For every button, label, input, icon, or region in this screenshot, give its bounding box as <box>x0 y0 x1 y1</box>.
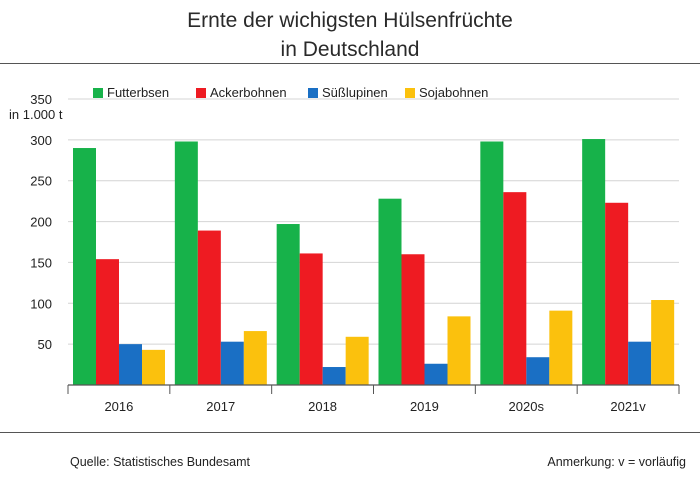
bar-Ackerbohnen-2020s <box>503 192 527 385</box>
chart-title-line-2: in Deutschland <box>280 38 420 61</box>
bars <box>73 139 675 385</box>
y-tick-label-300: 300 <box>30 133 52 148</box>
x-tick-label-2018: 2018 <box>308 399 337 414</box>
source-note: Quelle: Statistisches Bundesamt <box>70 455 250 469</box>
legend-swatch-Ackerbohnen <box>196 88 206 98</box>
y-axis-label: in 1.000 t <box>9 107 63 122</box>
bar-Süßlupinen-2020s <box>526 357 550 385</box>
y-tick-label-150: 150 <box>30 255 52 270</box>
bottom-divider <box>0 432 700 433</box>
gridlines <box>68 98 679 345</box>
bar-Futterbsen-2017 <box>174 141 198 385</box>
bar-Futterbsen-2019 <box>378 198 402 385</box>
chart-title-line-1: Ernte der wichigsten Hülsenfrüchte <box>187 9 513 32</box>
footnote: Anmerkung: v = vorläufig <box>547 455 686 469</box>
chart-title: Ernte der wichigsten Hülsenfrüchte in De… <box>0 6 700 64</box>
y-tick-label-250: 250 <box>30 174 52 189</box>
bar-Süßlupinen-2019 <box>424 363 448 385</box>
bar-Süßlupinen-2021v <box>628 341 652 385</box>
bar-Süßlupinen-2016 <box>119 344 142 385</box>
bar-Süßlupinen-2017 <box>220 341 244 385</box>
legend-label-Sojabohnen: Sojabohnen <box>419 85 488 100</box>
bar-Ackerbohnen-2016 <box>96 259 119 385</box>
y-tick-label-350: 350 <box>30 92 52 107</box>
x-tick-label-2017: 2017 <box>206 399 235 414</box>
bar-Futterbsen-2016 <box>73 148 96 385</box>
legend-label-Futterbsen: Futterbsen <box>107 85 169 100</box>
bar-Sojabohnen-2021v <box>651 300 675 385</box>
bar-Sojabohnen-2019 <box>447 316 471 385</box>
bar-Sojabohnen-2016 <box>142 349 165 385</box>
x-tick-label-2020s: 2020s <box>509 399 545 414</box>
legend-label-Ackerbohnen: Ackerbohnen <box>210 85 287 100</box>
bar-Süßlupinen-2018 <box>322 367 346 385</box>
legend: Futterbsen Ackerbohnen Süßlupinen Sojabohne… <box>93 85 488 100</box>
top-divider <box>0 63 700 64</box>
bar-Futterbsen-2021v <box>582 139 606 385</box>
legend-label-Süßlupinen: Süßlupinen <box>322 85 388 100</box>
x-tick-label-2016: 2016 <box>104 399 133 414</box>
y-tick-label-50: 50 <box>38 337 52 352</box>
bar-Ackerbohnen-2021v <box>605 202 629 385</box>
legend-swatch-Futterbsen <box>93 88 103 98</box>
bar-Futterbsen-2018 <box>276 224 300 385</box>
bar-Ackerbohnen-2018 <box>299 253 323 385</box>
y-tick-label-200: 200 <box>30 215 52 230</box>
x-tick-label-2019: 2019 <box>410 399 439 414</box>
bar-Ackerbohnen-2019 <box>401 254 425 385</box>
y-tick-label-100: 100 <box>30 296 52 311</box>
legend-swatch-Süßlupinen <box>308 88 318 98</box>
bar-Sojabohnen-2018 <box>345 336 369 385</box>
legend-swatch-Sojabohnen <box>405 88 415 98</box>
bar-Sojabohnen-2020s <box>549 310 573 385</box>
x-tick-label-2021v: 2021v <box>610 399 646 414</box>
bar-Futterbsen-2020s <box>480 141 504 385</box>
bar-Sojabohnen-2017 <box>243 331 267 385</box>
bar-Ackerbohnen-2017 <box>197 230 221 385</box>
